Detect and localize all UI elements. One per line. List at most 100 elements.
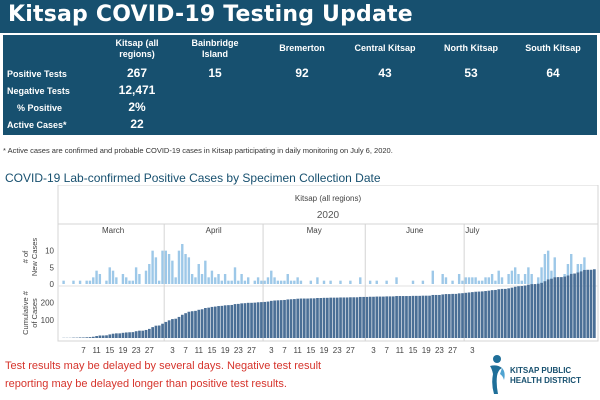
col-header-bremerton: Bremerton bbox=[279, 43, 325, 53]
cumulative-bar bbox=[171, 319, 174, 338]
x-tick-label: 15 bbox=[306, 346, 315, 355]
cumulative-bar bbox=[180, 314, 184, 338]
cumulative-bar bbox=[385, 296, 389, 338]
row-label-positive: Positive Tests bbox=[7, 69, 67, 79]
new-cases-bar bbox=[490, 274, 494, 284]
new-cases-bar bbox=[184, 254, 187, 284]
cumulative-bar bbox=[566, 275, 570, 338]
cumulative-bar bbox=[530, 284, 534, 338]
new-cases-bar bbox=[510, 270, 514, 284]
x-tick-label: 19 bbox=[320, 346, 329, 355]
cumulative-bar bbox=[365, 296, 369, 338]
cumulative-bar bbox=[563, 276, 567, 338]
cumulative-bar bbox=[431, 294, 435, 338]
new-cases-bar bbox=[171, 260, 174, 284]
cumulative-bar bbox=[358, 296, 362, 338]
facet-label: Kitsap (all regions) bbox=[295, 194, 362, 203]
x-tick-label: 7 bbox=[81, 346, 86, 355]
cumulative-bar bbox=[240, 303, 243, 338]
new-cases-bar bbox=[92, 277, 95, 284]
cumulative-bar bbox=[213, 306, 217, 338]
new-cases-bar bbox=[260, 280, 263, 284]
cumulative-bar bbox=[260, 302, 263, 338]
cumulative-bar bbox=[497, 289, 501, 338]
new-cases-bar bbox=[233, 267, 237, 284]
cumulative-bar bbox=[273, 300, 276, 338]
new-cases-bar bbox=[167, 254, 171, 284]
value-negative-kitsap: 12,471 bbox=[118, 83, 156, 97]
new-cases-bar bbox=[513, 267, 517, 284]
value-positive-central: 43 bbox=[378, 66, 392, 80]
value-active-kitsap: 22 bbox=[130, 117, 144, 131]
footnote: * Active cases are confirmed and probabl… bbox=[3, 146, 393, 155]
x-tick-label: 19 bbox=[422, 346, 431, 355]
cumulative-bar bbox=[504, 288, 507, 338]
col-header-north: North Kitsap bbox=[444, 43, 498, 53]
x-tick-label: 27 bbox=[346, 346, 355, 355]
new-cases-bar bbox=[210, 270, 214, 284]
cumulative-bar bbox=[405, 296, 408, 338]
y-axis-label: # ofNew Cases bbox=[21, 238, 39, 277]
cumulative-bar bbox=[375, 296, 379, 338]
new-cases-bar bbox=[115, 277, 118, 284]
cumulative-bar bbox=[184, 313, 187, 338]
new-cases-bar bbox=[570, 254, 573, 284]
cumulative-bar bbox=[415, 295, 418, 338]
new-cases-bar bbox=[477, 280, 481, 284]
cumulative-bar bbox=[349, 297, 352, 338]
cumulative-bar bbox=[118, 333, 122, 338]
cumulative-bar bbox=[507, 288, 510, 338]
new-cases-bar bbox=[62, 280, 65, 284]
new-cases-bar bbox=[299, 280, 303, 284]
cumulative-bar bbox=[391, 296, 395, 338]
new-cases-bar bbox=[217, 274, 220, 284]
cumulative-bar bbox=[177, 316, 181, 338]
cumulative-bar bbox=[200, 309, 204, 338]
new-cases-bar bbox=[111, 270, 115, 284]
new-cases-bar bbox=[461, 280, 464, 284]
cumulative-bar bbox=[167, 320, 171, 338]
new-cases-bar bbox=[131, 280, 135, 284]
cumulative-bar bbox=[589, 269, 593, 338]
x-tick-label: 19 bbox=[119, 346, 128, 355]
cumulative-bar bbox=[523, 285, 527, 338]
cumulative-bar bbox=[510, 287, 514, 338]
delay-note-line1: Test results may be delayed by several d… bbox=[5, 360, 322, 372]
new-cases-bar bbox=[98, 274, 102, 284]
new-cases-bar bbox=[523, 274, 527, 284]
cumulative-bar bbox=[500, 288, 504, 338]
new-cases-bar bbox=[316, 277, 319, 284]
x-tick-label: 15 bbox=[208, 346, 217, 355]
cumulative-bar bbox=[395, 296, 398, 338]
cumulative-bar bbox=[556, 277, 560, 338]
cumulative-bar bbox=[210, 306, 214, 338]
row-label-negative: Negative Tests bbox=[7, 86, 70, 96]
cumulative-bar bbox=[401, 296, 405, 338]
cumulative-bar bbox=[101, 335, 105, 338]
cumulative-bar bbox=[382, 296, 385, 338]
new-cases-bar bbox=[444, 277, 448, 284]
logo-line1: KITSAP PUBLIC bbox=[510, 366, 572, 375]
new-cases-bar bbox=[441, 274, 444, 284]
month-label: March bbox=[102, 226, 124, 235]
cumulative-bar bbox=[424, 295, 428, 338]
cumulative-bar bbox=[269, 300, 273, 338]
value-percent-kitsap: 2% bbox=[128, 100, 146, 114]
cumulative-bar bbox=[276, 300, 280, 338]
new-cases-bar bbox=[497, 270, 500, 284]
cumulative-bar bbox=[293, 299, 296, 338]
new-cases-bar bbox=[121, 274, 125, 284]
cumulative-bar bbox=[494, 289, 497, 338]
new-cases-bar bbox=[322, 280, 326, 284]
new-cases-bar bbox=[138, 274, 141, 284]
y-tick-label: 200 bbox=[41, 298, 55, 307]
cumulative-bar bbox=[560, 277, 563, 338]
cumulative-bar bbox=[289, 299, 293, 338]
new-cases-bar bbox=[279, 280, 283, 284]
x-tick-label: 3 bbox=[371, 346, 376, 355]
cumulative-bar bbox=[95, 336, 98, 338]
cumulative-bar bbox=[243, 303, 247, 338]
cumulative-bar bbox=[586, 269, 590, 338]
x-tick-label: 11 bbox=[195, 346, 204, 355]
logo-text: KITSAP PUBLIC HEALTH DISTRICT bbox=[510, 366, 581, 386]
